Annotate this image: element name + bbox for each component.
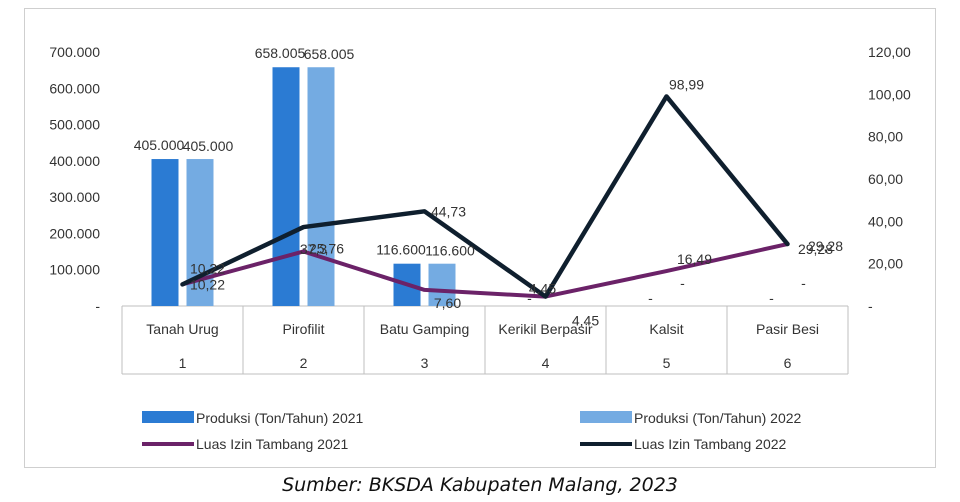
left-axis-tick: 500.000 (49, 117, 100, 133)
category-label: Kerikil Berpasir (498, 321, 592, 337)
bar-1 (272, 67, 300, 306)
category-number: 1 (179, 355, 187, 371)
category-label: Batu Gamping (380, 321, 470, 337)
legend-label: Produksi (Ton/Tahun) 2022 (634, 410, 802, 426)
category-label: Kalsit (649, 321, 683, 337)
source-caption: Sumber: BKSDA Kabupaten Malang, 2023 (282, 474, 678, 496)
right-axis-tick: 40,00 (868, 213, 903, 229)
combo-chart: - 100.000 200.000 300.000 400.000 500.000 600.… (49, 44, 911, 452)
line-data-label: 25,76 (309, 240, 344, 256)
category-number: 2 (300, 355, 308, 371)
right-axis-tick: 120,00 (868, 44, 911, 60)
left-axis-tick: 600.000 (49, 80, 100, 96)
bar-2 (428, 263, 456, 306)
bar-data-label: 116.600 (425, 243, 475, 259)
left-axis-tick: 400.000 (49, 153, 100, 169)
line-data-label: 29,28 (808, 238, 843, 254)
right-axis-tick: 60,00 (868, 171, 903, 187)
category-number: 4 (542, 355, 550, 371)
right-axis-tick: 100,00 (868, 86, 911, 102)
bar-data-label: - (680, 275, 685, 291)
legend-swatch (142, 411, 194, 423)
left-axis-tick: 700.000 (49, 44, 100, 60)
bar-data-label: - (801, 275, 806, 291)
bar-data-label: 658.005 (304, 46, 355, 62)
left-axis-tick: - (95, 298, 100, 314)
line-data-label: 7,60 (434, 295, 461, 311)
legend-label: Luas Izin Tambang 2022 (634, 436, 787, 452)
bar-data-label: - (648, 290, 653, 306)
left-axis-tick: 300.000 (49, 189, 100, 205)
right-axis-tick: - (868, 298, 873, 314)
bar-series (151, 67, 456, 306)
category-number: 3 (421, 355, 429, 371)
bar-data-label: - (769, 290, 774, 306)
line-data-label: 10,22 (190, 260, 225, 276)
bar-1 (151, 159, 179, 306)
line-data-label: 16,49 (677, 251, 712, 267)
line-data-label: 4,45 (572, 313, 599, 329)
category-label: Pirofilit (282, 321, 324, 337)
category-number: 6 (784, 355, 792, 371)
line-data-label: 44,73 (431, 203, 466, 219)
right-axis-tick: 80,00 (868, 129, 903, 145)
line-series-2 (180, 94, 790, 299)
bar-data-label: 405.000 (134, 137, 185, 153)
right-axis-tick: 20,00 (868, 256, 903, 272)
category-label: Pasir Besi (756, 321, 819, 337)
axes: - 100.000 200.000 300.000 400.000 500.000 600.… (49, 44, 911, 375)
category-label: Tanah Urug (146, 321, 218, 337)
left-axis-tick: 100.000 (49, 262, 100, 278)
line-data-label: 29,28 (798, 241, 833, 257)
line-data-label: 4,45 (529, 281, 556, 297)
legend-label: Luas Izin Tambang 2021 (196, 436, 349, 452)
bar-2 (307, 67, 335, 306)
bar-data-label: 658.005 (255, 45, 306, 61)
bar-data-label: - (527, 290, 532, 306)
bar-data-label: 116.600 (376, 242, 426, 258)
legend-swatch (580, 411, 632, 423)
line-data-label: 10,22 (190, 276, 225, 292)
line-data-label: 37,3 (300, 241, 327, 257)
legend-label: Produksi (Ton/Tahun) 2021 (196, 410, 364, 426)
line-series (180, 94, 790, 299)
bar-data-label: 405.000 (183, 138, 234, 154)
legend: Produksi (Ton/Tahun) 2021 Produksi (Ton/T… (142, 410, 802, 452)
line-data-label: 98,99 (669, 76, 704, 92)
left-axis-tick: 200.000 (49, 225, 100, 241)
category-number: 5 (663, 355, 671, 371)
line-series-1 (180, 242, 790, 299)
data-labels: 405.000 658.005 116.600 - - - 405.000 658.005 11… (134, 45, 844, 328)
